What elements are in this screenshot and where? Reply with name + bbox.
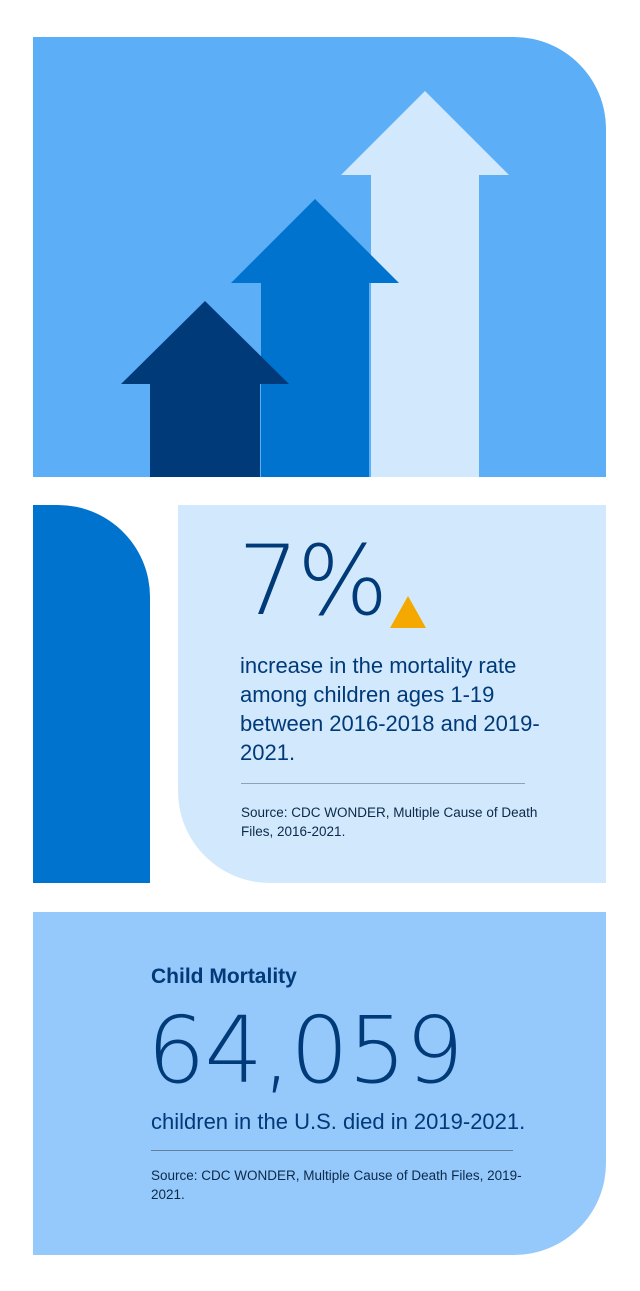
divider xyxy=(241,783,525,784)
mortality-rate-card: 7% increase in the mortality rate among … xyxy=(178,505,606,883)
divider xyxy=(151,1150,513,1151)
percent-increase-description: increase in the mortality rate among chi… xyxy=(240,653,540,765)
arrow-up-mid-icon xyxy=(231,199,399,477)
percent-increase-value: 7% xyxy=(238,525,388,637)
rising-arrows-illustration xyxy=(121,91,509,477)
arrow-up-light-icon xyxy=(341,91,509,477)
up-triangle-icon xyxy=(390,596,426,628)
deaths-count-description: children in the U.S. died in 2019-2021. xyxy=(151,1109,526,1134)
source-citation: Source: CDC WONDER, Multiple Cause of De… xyxy=(151,1168,522,1202)
hero-illustration-panel xyxy=(33,37,606,477)
section-title: Child Mortality xyxy=(151,965,297,988)
arrow-up-dark-icon xyxy=(121,301,289,477)
source-citation: Source: CDC WONDER, Multiple Cause of De… xyxy=(241,805,538,839)
deaths-count-value: 64,059 xyxy=(147,997,464,1104)
decorative-side-bar xyxy=(33,505,150,883)
child-mortality-card: Child Mortality 64,059 children in the U… xyxy=(33,912,606,1255)
